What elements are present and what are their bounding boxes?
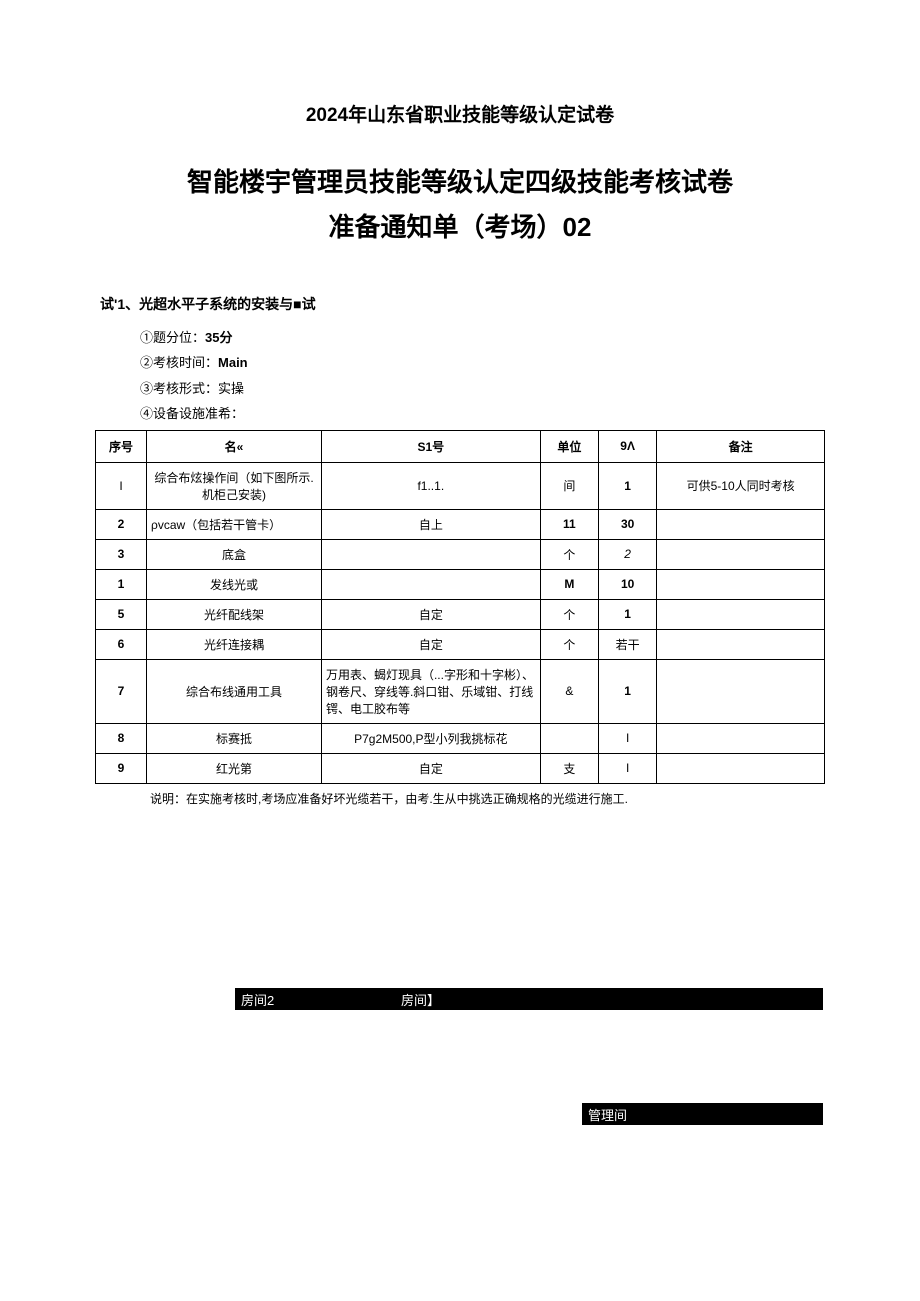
table-row: 9 红光第 自定 支 I — [96, 753, 825, 783]
cell: 1 — [598, 599, 656, 629]
info-value: 实操 — [218, 381, 244, 396]
cell: 自定 — [321, 599, 540, 629]
table-row: 2 ρvcaw（包括若干管卡） 自上 11 30 — [96, 509, 825, 539]
table-row: 3 底盒 个 2 — [96, 539, 825, 569]
th-note: 备注 — [657, 430, 825, 462]
cell: 2 — [598, 539, 656, 569]
cell — [321, 569, 540, 599]
section-header: 试'1、光超水平子系统的安装与■试 — [95, 294, 825, 314]
th-name: 名« — [147, 430, 322, 462]
cell: 2 — [96, 509, 147, 539]
table-row: I 综合布炫操作间（如下图所示.机柜己安装) f1..1. 间 1 可供5-10… — [96, 462, 825, 509]
table-row: 8 标赛抵 P7g2M500,P型小列我挑标花 I — [96, 723, 825, 753]
cell: I — [598, 723, 656, 753]
cell: & — [540, 659, 598, 723]
info-label: ②考核时间： — [140, 355, 218, 370]
cell: 发线光或 — [147, 569, 322, 599]
cell: 5 — [96, 599, 147, 629]
cell: 综合布炫操作间（如下图所示.机柜己安装) — [147, 462, 322, 509]
cell: 个 — [540, 629, 598, 659]
cell — [657, 723, 825, 753]
cell: 30 — [598, 509, 656, 539]
info-item: ④设备设施准希： — [140, 402, 825, 425]
table-row: 1 发线光或 M 10 — [96, 569, 825, 599]
title-sub: 准备通知单（考场）02 — [95, 207, 825, 244]
cell: 6 — [96, 629, 147, 659]
th-unit: 单位 — [540, 430, 598, 462]
info-item: ①题分位：35分 — [140, 326, 825, 349]
cell — [657, 599, 825, 629]
cell: 若干 — [598, 629, 656, 659]
cell: I — [598, 753, 656, 783]
cell: 自定 — [321, 753, 540, 783]
cell: 光纤连接耦 — [147, 629, 322, 659]
info-list: ①题分位：35分 ②考核时间：Main ③考核形式：实操 ④设备设施准希： — [95, 326, 825, 426]
th-index: 序号 — [96, 430, 147, 462]
cell — [540, 723, 598, 753]
cell: 9 — [96, 753, 147, 783]
diagram-bar-rooms: 房间2 房间】 — [235, 988, 823, 1010]
cell: 个 — [540, 539, 598, 569]
cell — [321, 539, 540, 569]
cell: 自上 — [321, 509, 540, 539]
cell: 底盒 — [147, 539, 322, 569]
page-header: 2024年山东省职业技能等级认定试卷 — [95, 100, 825, 127]
table-header-row: 序号 名« S1号 单位 9Λ 备注 — [96, 430, 825, 462]
cell: 11 — [540, 509, 598, 539]
cell: 10 — [598, 569, 656, 599]
room-label: 房间】 — [401, 990, 440, 1009]
th-model: S1号 — [321, 430, 540, 462]
info-value: 35分 — [205, 330, 232, 345]
diagram-bar-mgmt: 管理间 — [582, 1103, 823, 1125]
cell — [657, 569, 825, 599]
cell: 支 — [540, 753, 598, 783]
cell — [657, 509, 825, 539]
table-row: 6 光纤连接耦 自定 个 若干 — [96, 629, 825, 659]
cell: 1 — [598, 659, 656, 723]
cell: 综合布线通用工具 — [147, 659, 322, 723]
title-main: 智能楼宇管理员技能等级认定四级技能考核试卷 — [95, 162, 825, 199]
cell — [657, 753, 825, 783]
cell: 1 — [96, 569, 147, 599]
cell — [657, 629, 825, 659]
cell: P7g2M500,P型小列我挑标花 — [321, 723, 540, 753]
cell: f1..1. — [321, 462, 540, 509]
cell: 1 — [598, 462, 656, 509]
equipment-table: 序号 名« S1号 单位 9Λ 备注 I 综合布炫操作间（如下图所示.机柜己安装… — [95, 430, 825, 784]
cell: ρvcaw（包括若干管卡） — [147, 509, 322, 539]
info-label: ③考核形式： — [140, 381, 218, 396]
cell: 自定 — [321, 629, 540, 659]
cell: 7 — [96, 659, 147, 723]
cell: 间 — [540, 462, 598, 509]
cell: 8 — [96, 723, 147, 753]
cell: 红光第 — [147, 753, 322, 783]
cell: 可供5-10人同时考核 — [657, 462, 825, 509]
note-text: 说明：在实施考核时,考场应准备好坏光缆若干，由考.生从中挑选正确规格的光缆进行施… — [95, 790, 825, 807]
cell — [657, 539, 825, 569]
cell: 万用表、蝎灯现具（...字形和十字彬）、钢卷尺、穿线等.斜口钳、乐域钳、打线锷、… — [321, 659, 540, 723]
cell: 光纤配线架 — [147, 599, 322, 629]
cell: 3 — [96, 539, 147, 569]
cell: I — [96, 462, 147, 509]
table-row: 5 光纤配线架 自定 个 1 — [96, 599, 825, 629]
info-label: ①题分位： — [140, 330, 205, 345]
room2-label: 房间2 — [241, 990, 401, 1009]
cell: 个 — [540, 599, 598, 629]
info-value: Main — [218, 355, 248, 370]
table-row: 7 综合布线通用工具 万用表、蝎灯现具（...字形和十字彬）、钢卷尺、穿线等.斜… — [96, 659, 825, 723]
cell: M — [540, 569, 598, 599]
info-label: ④设备设施准希： — [140, 406, 244, 421]
cell: 标赛抵 — [147, 723, 322, 753]
cell — [657, 659, 825, 723]
info-item: ②考核时间：Main — [140, 351, 825, 374]
th-qty: 9Λ — [598, 430, 656, 462]
table-body: I 综合布炫操作间（如下图所示.机柜己安装) f1..1. 间 1 可供5-10… — [96, 462, 825, 783]
info-item: ③考核形式：实操 — [140, 377, 825, 400]
mgmt-label: 管理间 — [588, 1105, 627, 1124]
